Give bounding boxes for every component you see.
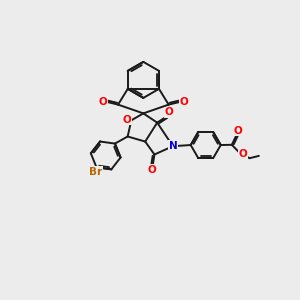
Text: O: O	[148, 165, 157, 175]
Text: O: O	[165, 107, 173, 118]
Text: O: O	[234, 126, 243, 136]
Text: N: N	[169, 141, 178, 151]
Text: O: O	[123, 115, 132, 124]
Text: O: O	[98, 97, 107, 106]
Text: O: O	[239, 148, 248, 159]
Text: O: O	[180, 97, 188, 106]
Text: Br: Br	[89, 167, 102, 177]
